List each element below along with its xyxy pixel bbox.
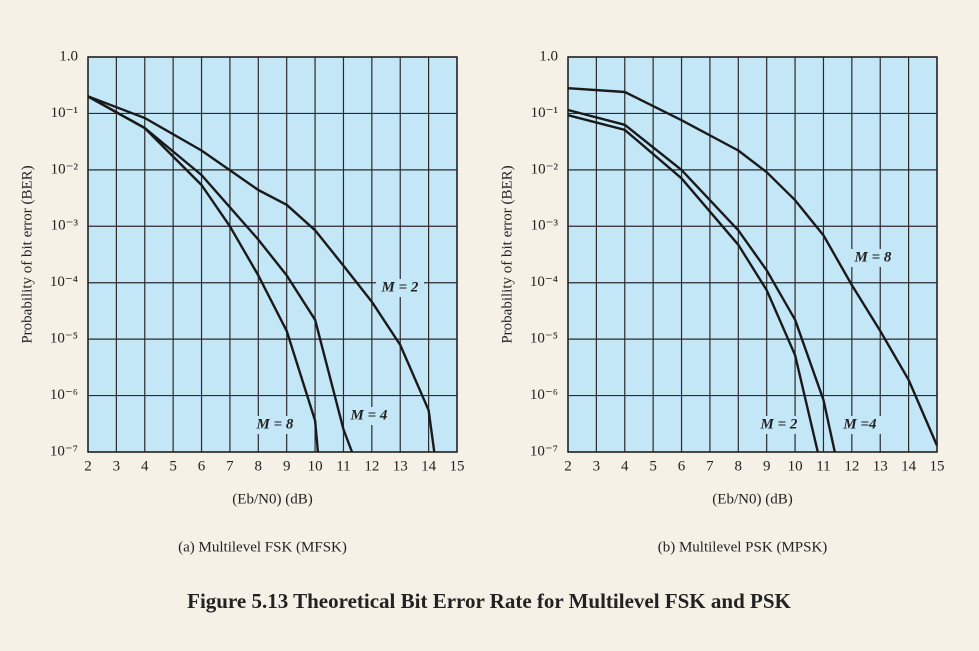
y-axis-title: Probability of bit error (BER) xyxy=(499,165,515,343)
curve-label-bg xyxy=(836,416,884,434)
x-tick-label: 2 xyxy=(84,458,92,474)
plot-frame xyxy=(87,56,458,453)
plot-frame xyxy=(567,56,938,453)
x-tick-label: 8 xyxy=(255,458,263,474)
y-tick-label: 10⁻³ xyxy=(531,218,559,234)
y-tick-label: 10⁻³ xyxy=(51,218,79,234)
x-tick-label: 6 xyxy=(198,458,206,474)
curve xyxy=(87,95,436,453)
curve-label-bg xyxy=(849,249,897,267)
curve xyxy=(87,95,320,453)
curve xyxy=(567,108,836,453)
x-tick-label: 9 xyxy=(283,458,291,474)
x-tick-label: 13 xyxy=(393,458,408,474)
x-tick-label: 6 xyxy=(678,458,686,474)
y-axis-title: Probability of bit error (BER) xyxy=(19,165,35,343)
x-tick-label: 5 xyxy=(649,458,657,474)
curve-label-bg xyxy=(345,407,393,425)
curve-label: M = 2 xyxy=(760,416,798,432)
x-axis-title: (Eb/N0) (dB) xyxy=(232,491,312,507)
curve-label-bg xyxy=(755,416,803,434)
y-tick-label: 10⁻⁶ xyxy=(530,387,558,403)
x-tick-label: 11 xyxy=(336,458,350,474)
curve-label: M = 8 xyxy=(854,249,892,265)
plot-area xyxy=(88,57,457,452)
x-tick-label: 4 xyxy=(621,458,629,474)
x-tick-label: 11 xyxy=(816,458,830,474)
y-tick-label: 10⁻⁵ xyxy=(50,331,78,347)
x-tick-label: 15 xyxy=(930,458,945,474)
x-tick-label: 13 xyxy=(873,458,888,474)
y-tick-label: 10⁻⁶ xyxy=(50,387,78,403)
curve-label: M = 8 xyxy=(256,416,294,432)
x-tick-label: 7 xyxy=(226,458,234,474)
curve xyxy=(567,87,939,447)
x-tick-label: 3 xyxy=(113,458,121,474)
x-tick-label: 10 xyxy=(308,458,323,474)
x-tick-label: 12 xyxy=(364,458,379,474)
y-tick-label: 10⁻² xyxy=(531,161,559,177)
x-tick-label: 8 xyxy=(735,458,743,474)
x-tick-label: 14 xyxy=(421,458,437,474)
x-tick-label: 9 xyxy=(763,458,771,474)
y-tick-label: 10⁻⁵ xyxy=(530,331,558,347)
figure-caption: Figure 5.13 Theoretical Bit Error Rate f… xyxy=(187,589,791,613)
x-tick-label: 15 xyxy=(450,458,465,474)
y-tick-label: 10⁻¹ xyxy=(51,105,78,121)
curve-label: M =4 xyxy=(842,416,877,432)
y-tick-label: 1.0 xyxy=(539,48,558,64)
x-tick-label: 12 xyxy=(844,458,859,474)
curve-label-bg xyxy=(251,416,299,434)
chart-subtitle: (b) Multilevel PSK (MPSK) xyxy=(658,539,828,555)
x-tick-label: 5 xyxy=(169,458,177,474)
y-tick-label: 10⁻⁷ xyxy=(50,443,78,459)
y-tick-label: 10⁻⁷ xyxy=(530,443,558,459)
x-tick-label: 3 xyxy=(593,458,601,474)
x-axis-title: (Eb/N0) (dB) xyxy=(712,491,792,507)
x-tick-label: 14 xyxy=(901,458,917,474)
y-tick-label: 1.0 xyxy=(59,48,78,64)
curve-label: M = 2 xyxy=(381,279,419,295)
curve xyxy=(567,114,819,453)
x-tick-label: 2 xyxy=(564,458,572,474)
curve-label: M = 4 xyxy=(350,407,388,423)
y-tick-label: 10⁻¹ xyxy=(531,105,558,121)
chart-subtitle: (a) Multilevel FSK (MFSK) xyxy=(178,539,347,555)
x-tick-label: 10 xyxy=(788,458,803,474)
y-tick-label: 10⁻⁴ xyxy=(530,274,558,290)
curve-label-bg xyxy=(376,279,424,297)
y-tick-label: 10⁻⁴ xyxy=(50,274,78,290)
y-tick-label: 10⁻² xyxy=(51,161,79,177)
x-tick-label: 4 xyxy=(141,458,149,474)
x-tick-label: 7 xyxy=(706,458,714,474)
